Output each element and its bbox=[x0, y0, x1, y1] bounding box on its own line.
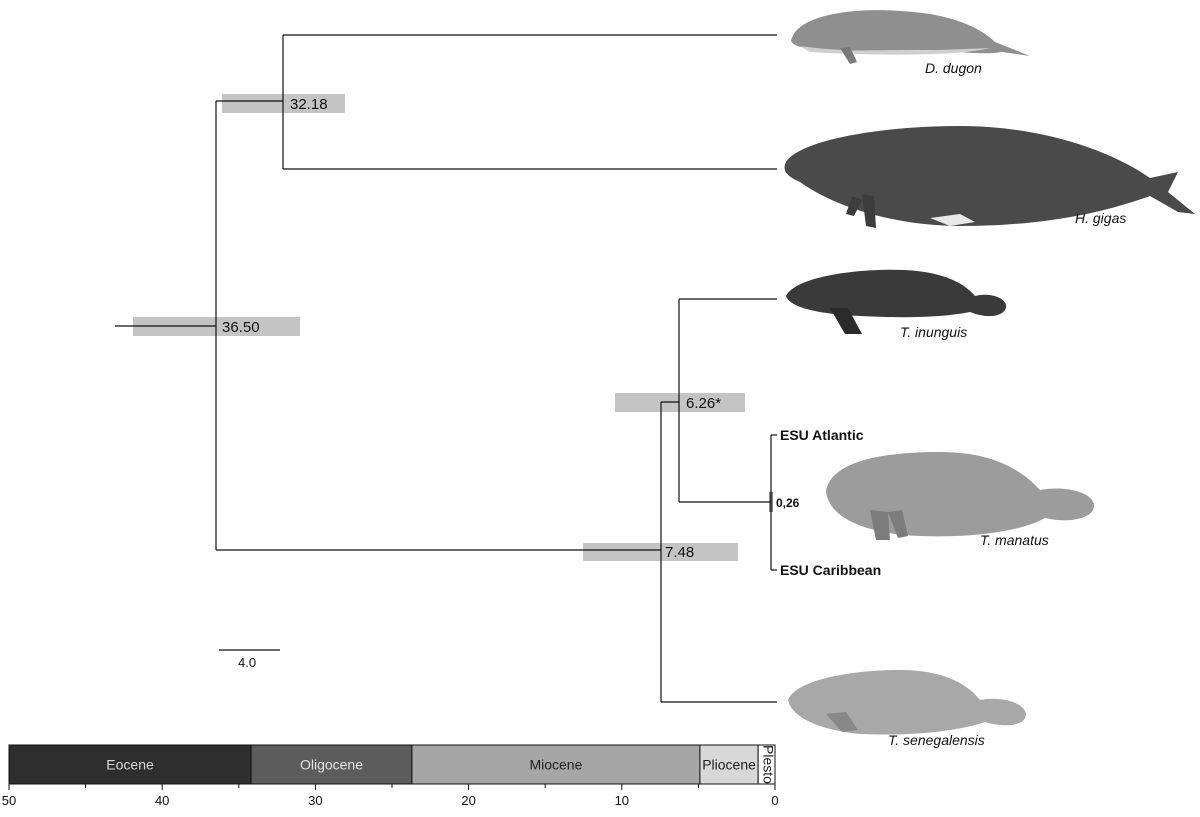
scale-bar-label: 4.0 bbox=[238, 655, 256, 670]
epoch-eocene bbox=[8, 744, 252, 785]
hpd-bar-inunguis-manatus bbox=[615, 393, 745, 412]
tree-branches bbox=[115, 34, 777, 703]
epoch-label-pliocene: Pliocene bbox=[702, 757, 756, 773]
dugong-illustration bbox=[791, 10, 1030, 64]
taxon-label-gigas: H. gigas bbox=[1075, 210, 1126, 226]
epoch-label-miocene: Miocene bbox=[529, 757, 582, 773]
taxon-label-senegalensis: T. senegalensis bbox=[888, 732, 985, 748]
epoch-plesto bbox=[757, 744, 776, 785]
esu-label-caribbean: ESU Caribbean bbox=[780, 562, 881, 578]
epoch-miocene bbox=[411, 744, 701, 785]
node-age-dugongidae: 32.18 bbox=[290, 96, 328, 113]
taxon-label-inunguis: T. inunguis bbox=[900, 324, 967, 340]
taxon-label-manatus: T. manatus bbox=[980, 532, 1049, 548]
epoch-label-plesto: Plesto bbox=[761, 745, 777, 784]
axis-tick-label: 10 bbox=[615, 793, 629, 808]
node-age-manatus-esu: 0,26 bbox=[776, 496, 800, 510]
node-age-root: 36.50 bbox=[222, 319, 260, 336]
epoch-label-oligocene: Oligocene bbox=[300, 757, 363, 773]
axis-tick-label: 20 bbox=[461, 793, 475, 808]
hydrodamalis-illustration bbox=[784, 126, 1195, 228]
epoch-oligocene bbox=[250, 744, 413, 785]
t-inunguis-illustration bbox=[786, 269, 1007, 334]
axis-tick-label: 30 bbox=[308, 793, 322, 808]
axis-tick-label: 40 bbox=[155, 793, 169, 808]
taxon-label-dugon: D. dugon bbox=[925, 60, 982, 76]
node-age-trichechus: 7.48 bbox=[665, 544, 694, 561]
axis-tick-label: 50 bbox=[2, 793, 16, 808]
axis-tick-label: 0 bbox=[771, 793, 778, 808]
geologic-timescale: Eocene Oligocene Miocene Pliocene Plesto bbox=[8, 744, 777, 785]
t-manatus-illustration bbox=[826, 452, 1095, 540]
node-age-inunguis-manatus: 6.26* bbox=[686, 395, 721, 412]
time-axis: 50 40 30 20 10 0 bbox=[2, 784, 779, 808]
esu-label-atlantic: ESU Atlantic bbox=[780, 427, 864, 443]
t-senegalensis-illustration bbox=[788, 670, 1026, 735]
scale-bar: 4.0 bbox=[219, 649, 280, 670]
epoch-label-eocene: Eocene bbox=[106, 757, 154, 773]
